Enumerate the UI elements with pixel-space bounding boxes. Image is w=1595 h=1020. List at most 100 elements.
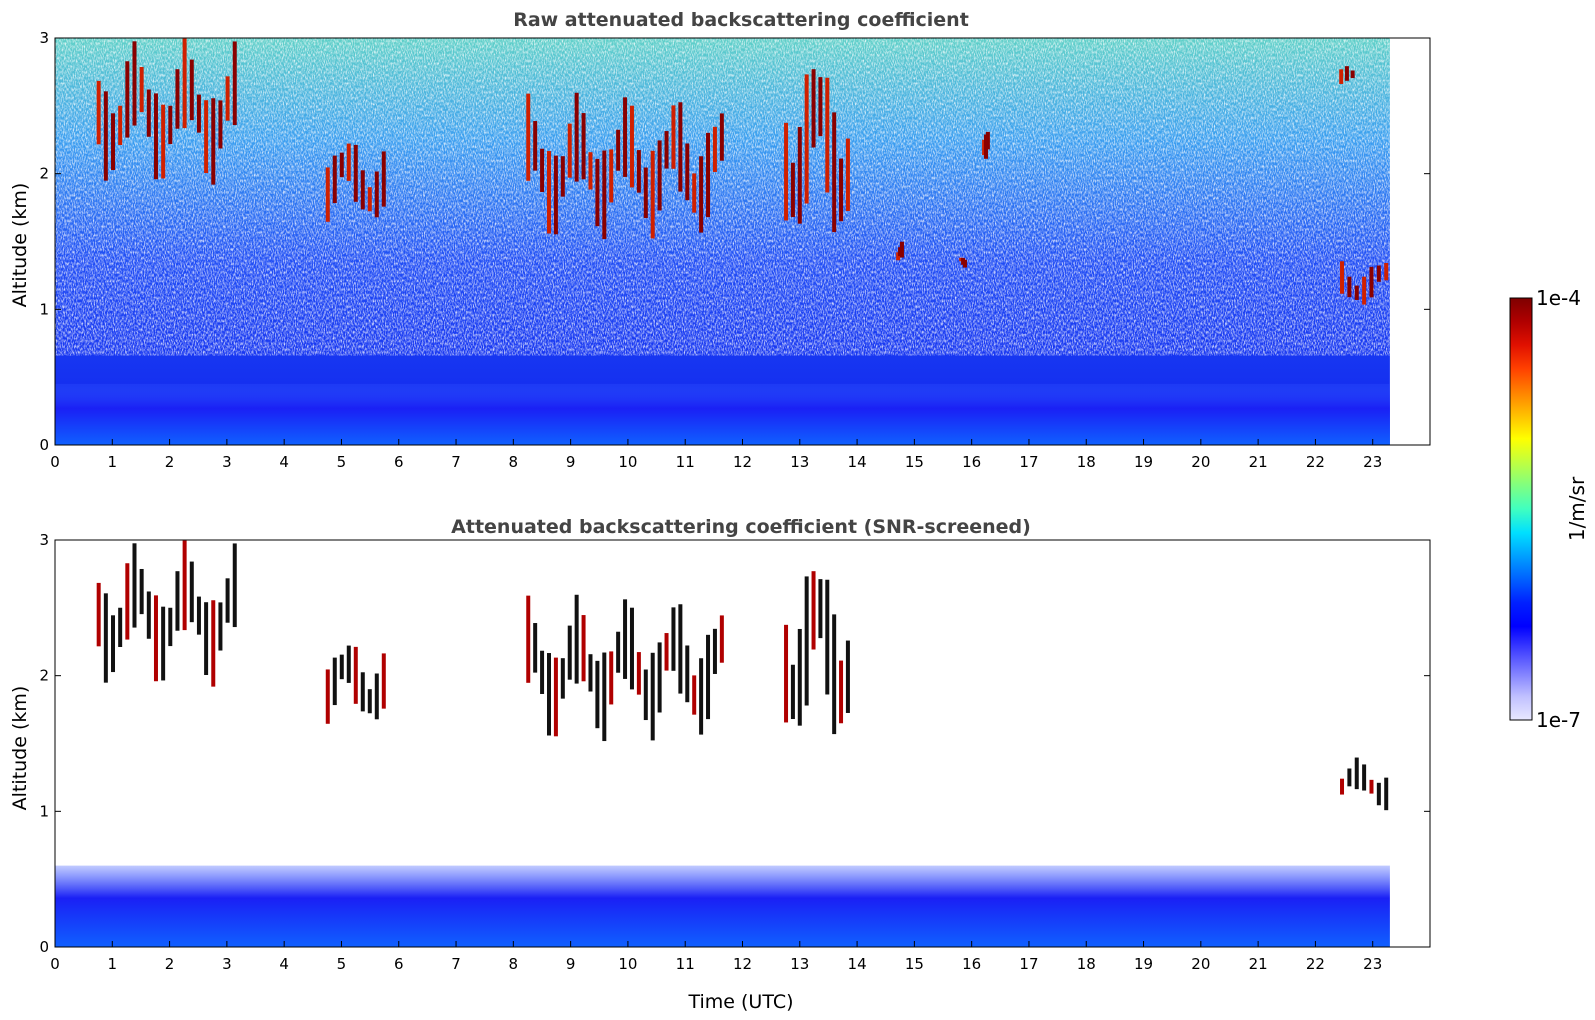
boundary-layer [55,865,1390,947]
cloud-streak [825,579,830,695]
cloud-streak [699,658,704,735]
panel-screened-y-ticks: 0 1 2 3 [39,531,1430,956]
cloud-streak [811,69,816,148]
x-tick-label: 14 [848,955,867,973]
cloud-layer [325,143,386,222]
cloud-streak [629,607,634,690]
x-tick-label: 6 [394,453,404,471]
x-tick-label: 22 [1306,453,1325,471]
y-tick-label: 1 [39,802,49,820]
cloud-streak [103,91,108,181]
panel-raw-y-ticks: 0 1 2 3 [39,29,1430,454]
cloud-streak [118,105,123,145]
cloud-layer [959,257,967,268]
x-tick-label: 10 [618,453,637,471]
cloud-streak [1369,779,1374,794]
cloud-streak [353,646,358,704]
cloud-layer [526,92,724,240]
cloud-streak [325,669,330,724]
x-tick-label: 17 [1019,955,1038,973]
cloud-streak [204,100,209,174]
cloud-layer [1340,261,1389,305]
cloud-streak [132,543,137,628]
cloud-streak [153,595,158,682]
cloud-streak [1376,782,1381,806]
x-tick-label: 17 [1019,453,1038,471]
cloud-streak [1369,266,1374,298]
cloud-streak [125,563,130,640]
x-tick-label: 9 [566,955,576,973]
cloud-layer [784,571,850,735]
x-tick-label: 7 [451,453,461,471]
cloud-streak [567,123,572,178]
x-tick-label: 1 [108,453,118,471]
cloud-streak [1354,285,1359,300]
cloud-streak [692,173,697,213]
cloud-streak [553,155,558,235]
cloud-streak [797,126,802,224]
x-tick-label: 2 [165,955,175,973]
cloud-streak [567,625,572,680]
cloud-streak [139,66,144,113]
cloud-layer [784,69,850,233]
cloud-streak [985,131,990,150]
cloud-streak [189,561,194,623]
cloud-streak [832,112,837,233]
panel-raw-title: Raw attenuated backscattering coefficien… [513,9,969,31]
x-tick-label: 11 [676,955,695,973]
y-tick-label: 0 [39,938,49,956]
x-tick-label: 10 [618,955,637,973]
cloud-streak [553,657,558,737]
y-tick-label: 2 [39,165,49,183]
x-tick-label: 22 [1306,955,1325,973]
panel-screened-xlabel: Time (UTC) [687,991,793,1013]
cloud-streak [818,77,823,137]
cloud-streak [168,105,173,145]
cloud-streak [153,93,158,180]
cloud-streak [588,654,593,692]
panel-raw: Raw attenuated backscattering coefficien… [9,9,1431,471]
x-tick-label: 6 [394,955,404,973]
x-tick-label: 23 [1363,453,1382,471]
cloud-streak [678,102,683,192]
colorbar-min-label: 1e-7 [1536,708,1581,732]
cloud-streak [1362,764,1367,791]
x-tick-label: 21 [1249,453,1268,471]
y-tick-label: 2 [39,667,49,685]
cloud-streak [161,606,166,681]
cloud-streak [650,150,655,239]
cloud-streak [588,152,593,190]
cloud-streak [211,98,216,185]
cloud-streak [540,650,545,694]
cloud-streak [609,149,614,203]
cloud-streak [111,615,116,673]
panel-screened-ylabel: Altitude (km) [9,686,31,811]
cloud-streak [339,152,344,178]
cloud-streak [360,170,365,210]
cloud-streak [332,657,337,706]
cloud-streak [685,143,690,201]
cloud-streak [325,167,330,222]
cloud-streak [175,69,180,129]
cloud-streak [526,595,531,683]
cloud-streak [139,568,144,615]
cloud-streak [719,615,724,663]
cloud-streak [533,623,538,673]
x-tick-label: 1 [108,955,118,973]
cloud-layer [325,645,386,724]
x-tick-label: 4 [279,453,289,471]
panel-raw-x-ticks: 0 1 2 3 4 5 6 7 8 9 10 11 12 13 14 15 16 17 18 19 20 21 22 23 [50,439,1382,471]
cloud-streak [560,156,565,197]
cloud-streak [1354,757,1359,790]
cloud-streak [360,672,365,712]
cloud-streak [804,74,809,204]
x-tick-label: 13 [790,955,809,973]
cloud-streak [374,673,379,720]
cloud-streak [182,38,187,129]
cloud-streak [367,187,372,212]
y-tick-label: 1 [39,300,49,318]
cloud-streak [602,150,607,240]
cloud-streak [1384,777,1389,811]
cloud-streak [678,604,683,694]
y-tick-label: 0 [39,436,49,454]
